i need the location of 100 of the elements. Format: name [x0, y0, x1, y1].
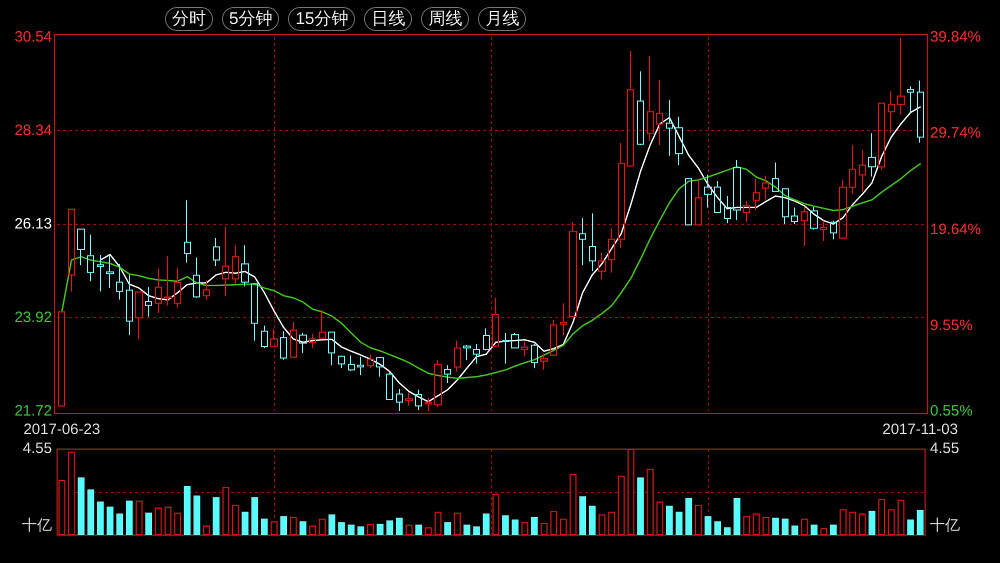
bar [907, 520, 914, 535]
candlestick [859, 150, 866, 192]
bar [184, 486, 191, 535]
bar [618, 476, 625, 535]
bar [492, 494, 500, 535]
bar [136, 500, 142, 535]
candlestick [184, 200, 191, 264]
bar [280, 516, 288, 535]
y2-tick-label: 29.74% [930, 124, 981, 142]
bar [646, 468, 654, 535]
bar [232, 504, 239, 535]
bar [251, 497, 258, 535]
bar [464, 524, 470, 535]
candlestick [367, 354, 374, 369]
candlestick [87, 234, 94, 282]
bar [888, 509, 895, 535]
candlestick [97, 254, 104, 292]
candlestick [425, 397, 432, 412]
bar [858, 514, 866, 535]
y-tick-label: 30.54 [14, 28, 52, 46]
bar [512, 520, 518, 535]
bar [849, 512, 856, 535]
candlestick [675, 116, 683, 166]
bar [367, 524, 374, 535]
candlestick [878, 102, 885, 170]
y2-tick-label: 39.84% [930, 28, 981, 46]
bar [203, 526, 210, 535]
y2-axis-title: 十亿 [930, 517, 960, 535]
bar [598, 514, 606, 535]
candlestick [608, 228, 615, 273]
bar [309, 526, 316, 535]
candlestick [193, 257, 200, 298]
candlestick [145, 286, 152, 317]
candlestick [280, 330, 287, 360]
candlestick [434, 359, 442, 408]
bar [840, 509, 846, 535]
bar [878, 498, 885, 535]
tab-button: 周线 [421, 7, 470, 31]
candlestick [174, 268, 181, 308]
candlestick [618, 142, 625, 248]
candlestick [270, 328, 278, 347]
bar [145, 512, 152, 535]
bar [434, 512, 442, 535]
candlestick [164, 256, 172, 306]
bar [58, 480, 66, 535]
candlestick [319, 310, 326, 339]
bar [868, 510, 876, 535]
candlestick [868, 132, 876, 178]
bar [676, 512, 682, 535]
x-tick-label: 2017-06-23 [23, 421, 100, 438]
candlestick [917, 80, 924, 144]
candlestick [299, 332, 307, 354]
bar [386, 520, 394, 535]
bar [540, 522, 548, 535]
candlestick [685, 178, 692, 226]
candlestick [58, 311, 65, 406]
candlestick [155, 268, 162, 314]
candlestick [348, 354, 355, 372]
candlestick [762, 175, 769, 200]
candlestick [589, 212, 596, 272]
candlestick [116, 263, 123, 300]
bar [396, 518, 403, 535]
text: 4.55 [22, 440, 52, 458]
bar [318, 518, 326, 535]
candlestick [810, 206, 818, 230]
candlestick [724, 196, 731, 224]
bar [376, 524, 384, 535]
candlestick [126, 274, 133, 336]
candlestick [222, 226, 229, 297]
bar [116, 514, 124, 535]
bar [106, 506, 114, 535]
candlestick [511, 332, 519, 348]
candlestick [463, 344, 471, 361]
bar [406, 524, 412, 535]
y2-tick-label: 19.64% [930, 220, 981, 238]
bar [174, 512, 181, 535]
candlestick [405, 392, 413, 406]
bar [579, 496, 586, 535]
bar [588, 506, 596, 535]
bar [260, 518, 268, 535]
bar [482, 514, 490, 535]
bar [704, 516, 712, 535]
candlestick [849, 144, 856, 194]
candlestick [782, 188, 789, 224]
tab-button: 月线 [478, 7, 526, 31]
bar [348, 524, 355, 535]
candlestick [338, 354, 345, 369]
y-axis-title: 十亿 [22, 517, 52, 535]
candlestick [888, 90, 895, 134]
candlestick [550, 319, 557, 356]
bar [338, 522, 345, 535]
candlestick [801, 206, 808, 247]
bar [473, 526, 480, 535]
text: 4.55 [930, 440, 960, 458]
candlestick [907, 86, 914, 113]
bar [87, 489, 94, 535]
bar [212, 497, 220, 535]
candlestick [386, 371, 393, 400]
tab-button: 日线 [364, 7, 412, 31]
y2-tick-label: 9.55% [930, 316, 973, 334]
